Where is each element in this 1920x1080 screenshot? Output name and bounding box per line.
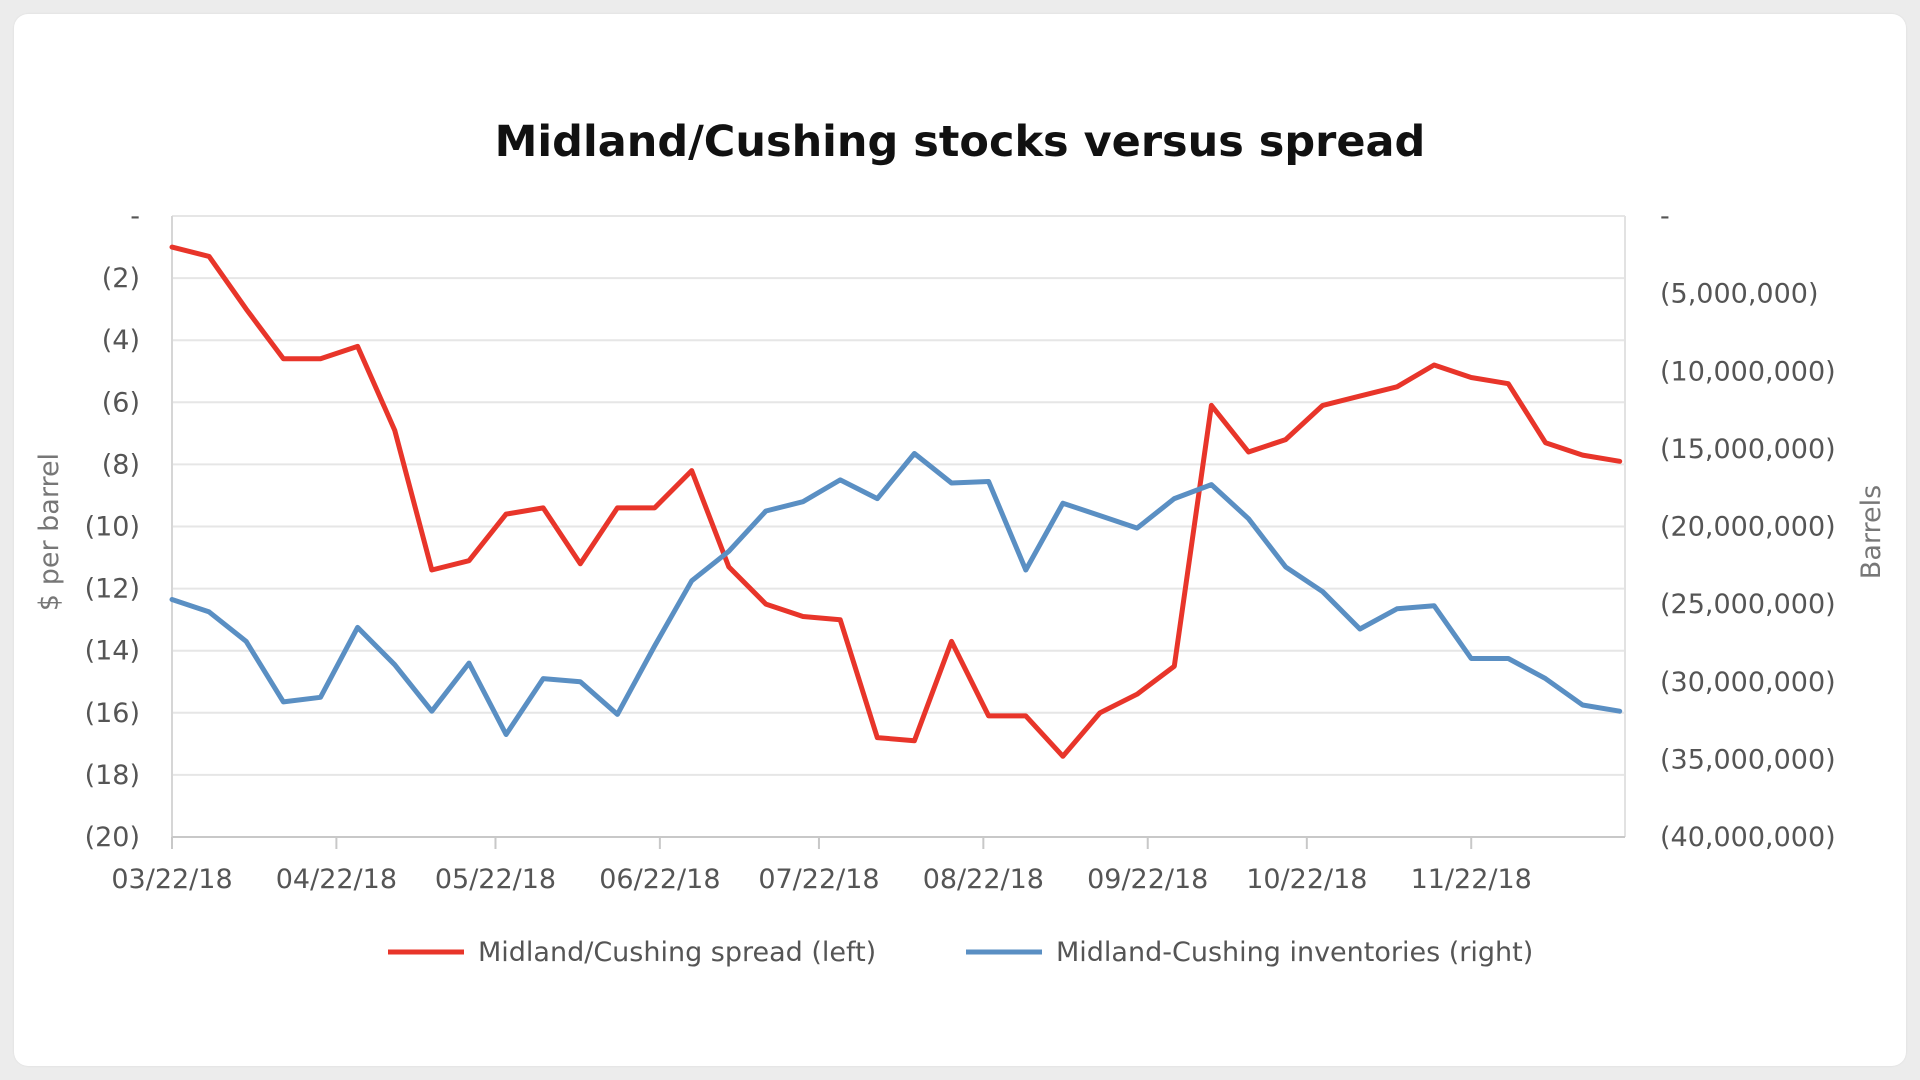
left-tick-label: (2)	[102, 263, 140, 294]
right-tick-label: (35,000,000)	[1660, 744, 1836, 775]
right-tick-label: (15,000,000)	[1660, 434, 1836, 465]
legend: Midland/Cushing spread (left) Midland-Cus…	[388, 937, 1533, 968]
x-tick-label: 05/22/18	[435, 864, 556, 895]
left-tick-label: (20)	[85, 822, 140, 853]
legend-entry: Midland/Cushing spread (left)	[478, 937, 876, 968]
right-tick-label: (20,000,000)	[1660, 512, 1836, 543]
left-tick-label: (16)	[85, 698, 140, 729]
left-tick-label: (12)	[85, 574, 140, 605]
x-tick-label: 07/22/18	[758, 864, 879, 895]
x-tick-label: 04/22/18	[276, 864, 397, 895]
right-tick-label: (5,000,000)	[1660, 279, 1818, 310]
left-tick-label: (18)	[85, 760, 140, 791]
x-tick-label: 10/22/18	[1246, 864, 1367, 895]
chart-card	[14, 14, 1906, 1066]
right-axis-ticks: - (5,000,000) (10,000,000) (15,000,000) (20,…	[1660, 201, 1836, 853]
chart-title: Midland/Cushing stocks versus spread	[495, 117, 1426, 167]
x-axis-ticks: 03/22/18 04/22/18 05/22/18 06/22/18 07/22/18…	[111, 837, 1532, 895]
legend-entry: Midland-Cushing inventories (right)	[1056, 937, 1533, 968]
x-tick-label: 09/22/18	[1087, 864, 1208, 895]
series-line-inventories	[169, 451, 1623, 737]
right-tick-label: -	[1660, 201, 1670, 232]
series-line-spread	[169, 244, 1623, 759]
gridlines	[172, 215, 1625, 838]
left-axis-ticks: - (2) (4) (6) (8) (10) (12) (14) (16) (18) (20)	[85, 201, 140, 853]
x-tick-label: 08/22/18	[923, 864, 1044, 895]
left-tick-label: (10)	[85, 512, 140, 543]
left-tick-label: (6)	[102, 387, 140, 418]
x-tick-label: 11/22/18	[1411, 864, 1532, 895]
left-tick-label: (4)	[102, 325, 140, 356]
left-axis-label: $ per barrel	[34, 453, 65, 611]
right-tick-label: (10,000,000)	[1660, 356, 1836, 387]
left-tick-label: (14)	[85, 636, 140, 667]
right-axis-label: Barrels	[1856, 485, 1887, 579]
left-tick-label: (8)	[102, 449, 140, 480]
series-lines	[169, 244, 1623, 759]
x-tick-label: 06/22/18	[599, 864, 720, 895]
right-tick-label: (25,000,000)	[1660, 589, 1836, 620]
left-tick-label: -	[130, 201, 140, 232]
right-tick-label: (30,000,000)	[1660, 667, 1836, 698]
x-tick-label: 03/22/18	[111, 864, 232, 895]
plot-area	[171, 216, 1626, 838]
right-tick-label: (40,000,000)	[1660, 822, 1836, 853]
